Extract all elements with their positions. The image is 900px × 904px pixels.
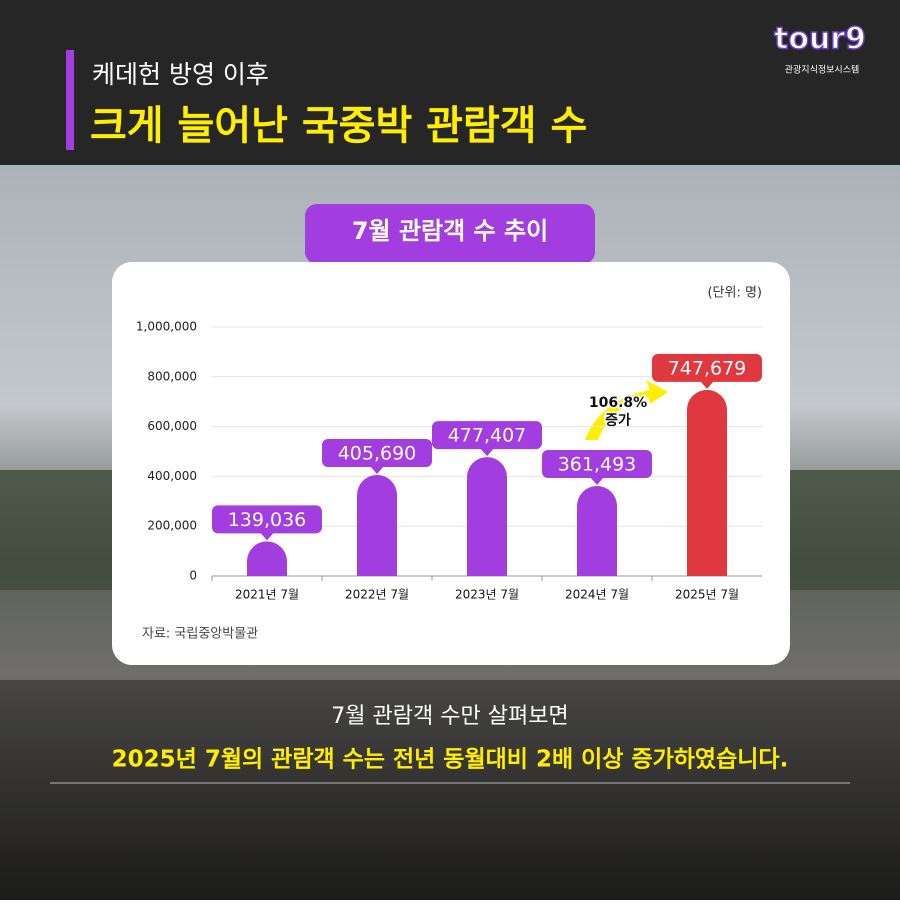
x-tick-label: 2021년 7월 bbox=[235, 588, 299, 602]
logo: tour9 bbox=[774, 22, 866, 57]
bar bbox=[467, 457, 507, 576]
value-label: 139,036 bbox=[228, 509, 307, 531]
value-label-box bbox=[542, 449, 652, 478]
source: 자료: 국립중앙박물관 bbox=[142, 627, 258, 642]
value-label-pointer bbox=[590, 476, 604, 485]
bar bbox=[687, 389, 728, 576]
accent-bar bbox=[66, 50, 74, 150]
shade bbox=[0, 680, 900, 900]
value-label: 361,493 bbox=[558, 453, 637, 475]
headline: 크게 늘어난 국중박 관람객 수 bbox=[90, 103, 587, 149]
value-label: 747,679 bbox=[668, 357, 747, 379]
value-label-box bbox=[322, 438, 432, 467]
chart-title: 7월 관람객 수 추이 bbox=[352, 217, 548, 245]
annotation: 106.8% bbox=[589, 395, 647, 411]
chart-title-box bbox=[305, 204, 595, 264]
y-tick-label: 800,000 bbox=[147, 369, 197, 383]
bar bbox=[247, 541, 287, 576]
y-tick-label: 0 bbox=[189, 569, 197, 583]
y-tick-label: 400,000 bbox=[147, 469, 197, 483]
subtitle: 케데헌 방영 이후 bbox=[92, 60, 269, 89]
value-label-pointer bbox=[700, 380, 714, 389]
value-label-pointer bbox=[480, 448, 494, 457]
bar bbox=[357, 474, 397, 576]
footer-line: 2025년 7월의 관람객 수는 전년 동월대비 2배 이상 증가하였습니다. bbox=[112, 747, 789, 773]
ceiling bbox=[0, 0, 900, 165]
growth-arrow bbox=[585, 380, 668, 440]
value-label: 477,407 bbox=[448, 425, 527, 447]
x-tick-label: 2022년 7월 bbox=[345, 588, 409, 602]
logo-caption: 관광지식정보시스템 bbox=[785, 64, 860, 76]
value-label-pointer bbox=[370, 465, 384, 474]
trees bbox=[790, 470, 900, 590]
value-label: 405,690 bbox=[338, 442, 417, 464]
y-tick-label: 1,000,000 bbox=[136, 320, 197, 334]
x-tick-label: 2023년 7월 bbox=[455, 588, 519, 602]
value-label-box bbox=[212, 505, 322, 534]
value-label-box bbox=[432, 421, 542, 450]
x-tick-label: 2025년 7월 bbox=[675, 588, 739, 602]
value-label-box bbox=[652, 353, 762, 382]
bar bbox=[577, 485, 617, 576]
trees bbox=[0, 470, 120, 590]
y-tick-label: 200,000 bbox=[147, 519, 197, 533]
annotation: 증가 bbox=[605, 413, 631, 429]
x-tick-label: 2024년 7월 bbox=[565, 588, 629, 602]
unit-note: (단위: 명) bbox=[707, 286, 762, 301]
value-label-pointer bbox=[260, 532, 274, 541]
y-tick-label: 600,000 bbox=[147, 419, 197, 433]
footer-line: 7월 관람객 수만 살펴보면 bbox=[331, 704, 568, 729]
